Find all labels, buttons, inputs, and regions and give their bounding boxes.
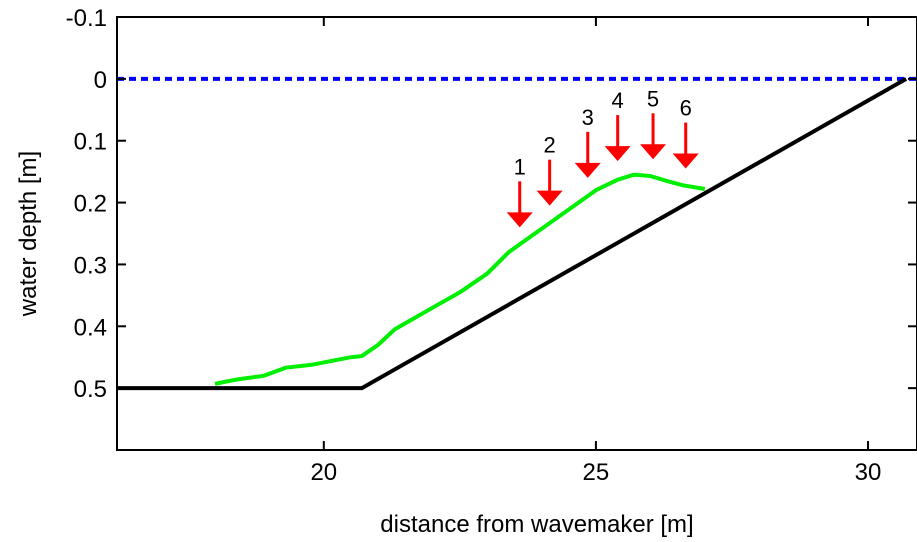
arrow-head (506, 212, 533, 228)
y-tick-label: 0.3 (74, 252, 107, 279)
gauge-marker-label: 3 (582, 105, 594, 130)
x-tick-label: 20 (310, 459, 337, 486)
y-tick-label: 0.1 (74, 129, 107, 156)
arrow-head (640, 144, 667, 160)
bottom-profile-line (117, 77, 908, 391)
y-tick-label: 0 (94, 67, 107, 94)
gauge-marker-label: 4 (612, 88, 624, 113)
series-layer (117, 76, 917, 391)
x-tick-label: 30 (855, 459, 882, 486)
bar-profile-line (214, 172, 706, 386)
axis-ticks: 20 25 30-0.100.10.20.30.40.5 (66, 5, 917, 486)
arrow-head (574, 162, 601, 178)
plot-area-frame (116, 16, 917, 451)
y-axis-label: water depth [m] (15, 151, 42, 317)
y-tick-label: -0.1 (66, 5, 107, 32)
gauge-marker-label: 1 (514, 154, 526, 179)
gauge-marker-label: 6 (680, 96, 692, 121)
gauge-marker-label: 2 (544, 133, 556, 158)
gauge-marker-label: 5 (647, 86, 659, 111)
y-tick-label: 0.5 (74, 376, 107, 403)
arrow-head (672, 153, 699, 169)
annotation-layer: 12 34 5 6 (506, 86, 699, 228)
y-tick-label: 0.4 (74, 314, 107, 341)
arrow-head (604, 146, 631, 162)
arrow-head (536, 190, 563, 206)
x-axis-label: distance from wavemaker [m] (380, 511, 693, 538)
x-tick-label: 25 (583, 459, 610, 486)
y-tick-label: 0.2 (74, 191, 107, 218)
